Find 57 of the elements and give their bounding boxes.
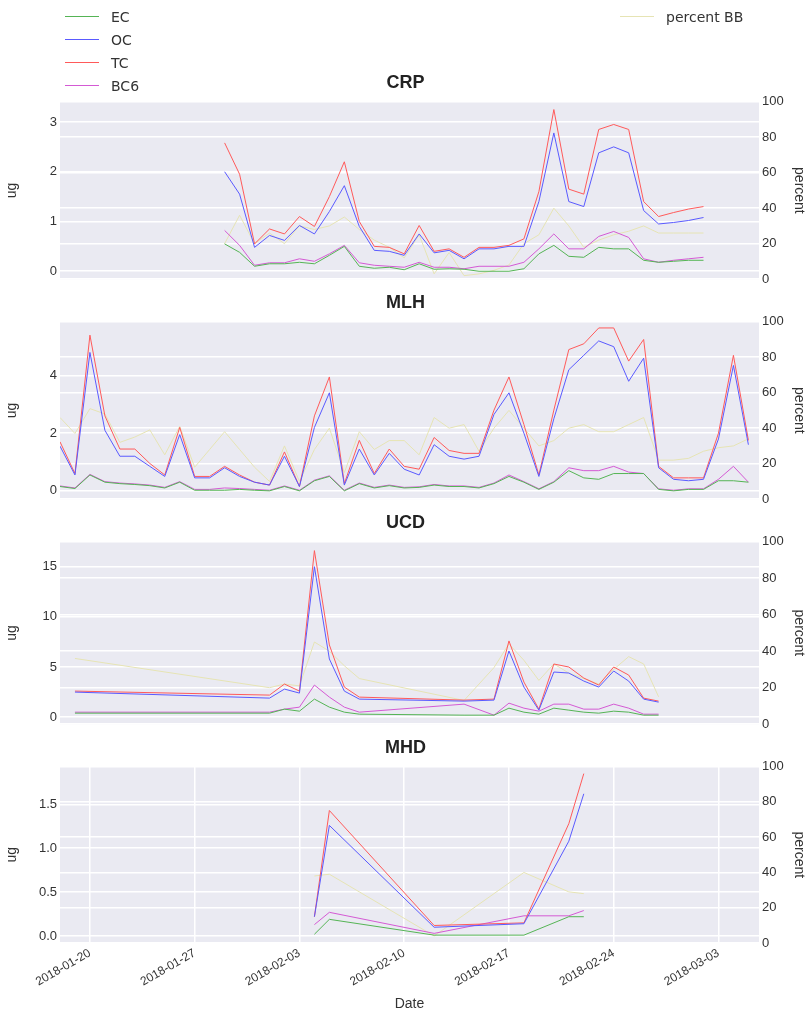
y-axis-title: ug xyxy=(3,182,20,199)
y-axis-title: ug xyxy=(3,847,20,863)
y-axis-title: ug xyxy=(3,625,20,641)
chart-title: UCD xyxy=(386,511,425,532)
y2-tick-label: 40 xyxy=(762,642,777,658)
y2-axis-title: percent xyxy=(791,167,808,214)
y-tick-label: 0.0 xyxy=(38,927,57,943)
y-tick-label: 0 xyxy=(49,482,57,498)
y2-tick-label: 20 xyxy=(762,679,777,695)
y2-tick-label: 0 xyxy=(762,490,770,506)
y-tick-label: 0 xyxy=(49,708,57,724)
y2-tick-label: 100 xyxy=(762,93,784,109)
y-axis-title: ug xyxy=(3,402,20,419)
y2-tick-label: 40 xyxy=(762,419,777,435)
y2-tick-label: 0 xyxy=(762,715,770,731)
legend-label: TC xyxy=(111,54,129,71)
y-tick-label: 0.5 xyxy=(38,883,57,899)
y-tick-label: 1.0 xyxy=(38,839,57,855)
y-tick-label: 5 xyxy=(49,658,57,674)
y-tick-label: 2 xyxy=(49,163,57,179)
y2-axis-title: percent xyxy=(791,831,808,879)
y2-tick-label: 0 xyxy=(762,270,770,286)
y-tick-label: 3 xyxy=(49,113,57,129)
y2-tick-label: 20 xyxy=(762,455,777,471)
y-tick-label: 1 xyxy=(49,213,57,229)
y2-tick-label: 20 xyxy=(762,899,777,915)
y2-tick-label: 80 xyxy=(762,793,777,809)
y2-tick-label: 40 xyxy=(762,864,777,880)
y2-tick-label: 0 xyxy=(762,934,770,950)
y-tick-label: 2 xyxy=(49,424,57,440)
y-tick-label: 0 xyxy=(49,262,57,278)
y-tick-label: 1.5 xyxy=(38,795,57,811)
chart-title: CRP xyxy=(386,71,425,92)
y2-axis-title: percent xyxy=(791,609,808,657)
y2-tick-label: 60 xyxy=(762,606,777,622)
legend-label: percent BB xyxy=(666,8,744,25)
y2-axis-title: percent xyxy=(791,387,808,434)
y-tick-label: 4 xyxy=(49,367,57,383)
y2-tick-label: 100 xyxy=(762,313,784,329)
legend-label: BC6 xyxy=(111,77,140,94)
legend-label: EC xyxy=(111,8,130,25)
y2-tick-label: 100 xyxy=(762,533,784,549)
chart-title: MLH xyxy=(386,291,425,312)
y-tick-label: 15 xyxy=(42,558,57,574)
chart-title: MHD xyxy=(385,736,426,757)
y2-tick-label: 100 xyxy=(762,758,784,774)
y2-tick-label: 80 xyxy=(762,569,777,585)
y2-tick-label: 60 xyxy=(762,164,777,180)
y2-tick-label: 60 xyxy=(762,828,777,844)
y2-tick-label: 20 xyxy=(762,235,777,251)
y2-tick-label: 80 xyxy=(762,348,777,364)
y2-tick-label: 60 xyxy=(762,384,777,400)
y2-tick-label: 40 xyxy=(762,199,777,215)
x-axis-title: Date xyxy=(394,995,425,1012)
y-tick-label: 10 xyxy=(42,608,57,624)
y2-tick-label: 80 xyxy=(762,128,777,144)
legend-label: OC xyxy=(111,31,132,48)
